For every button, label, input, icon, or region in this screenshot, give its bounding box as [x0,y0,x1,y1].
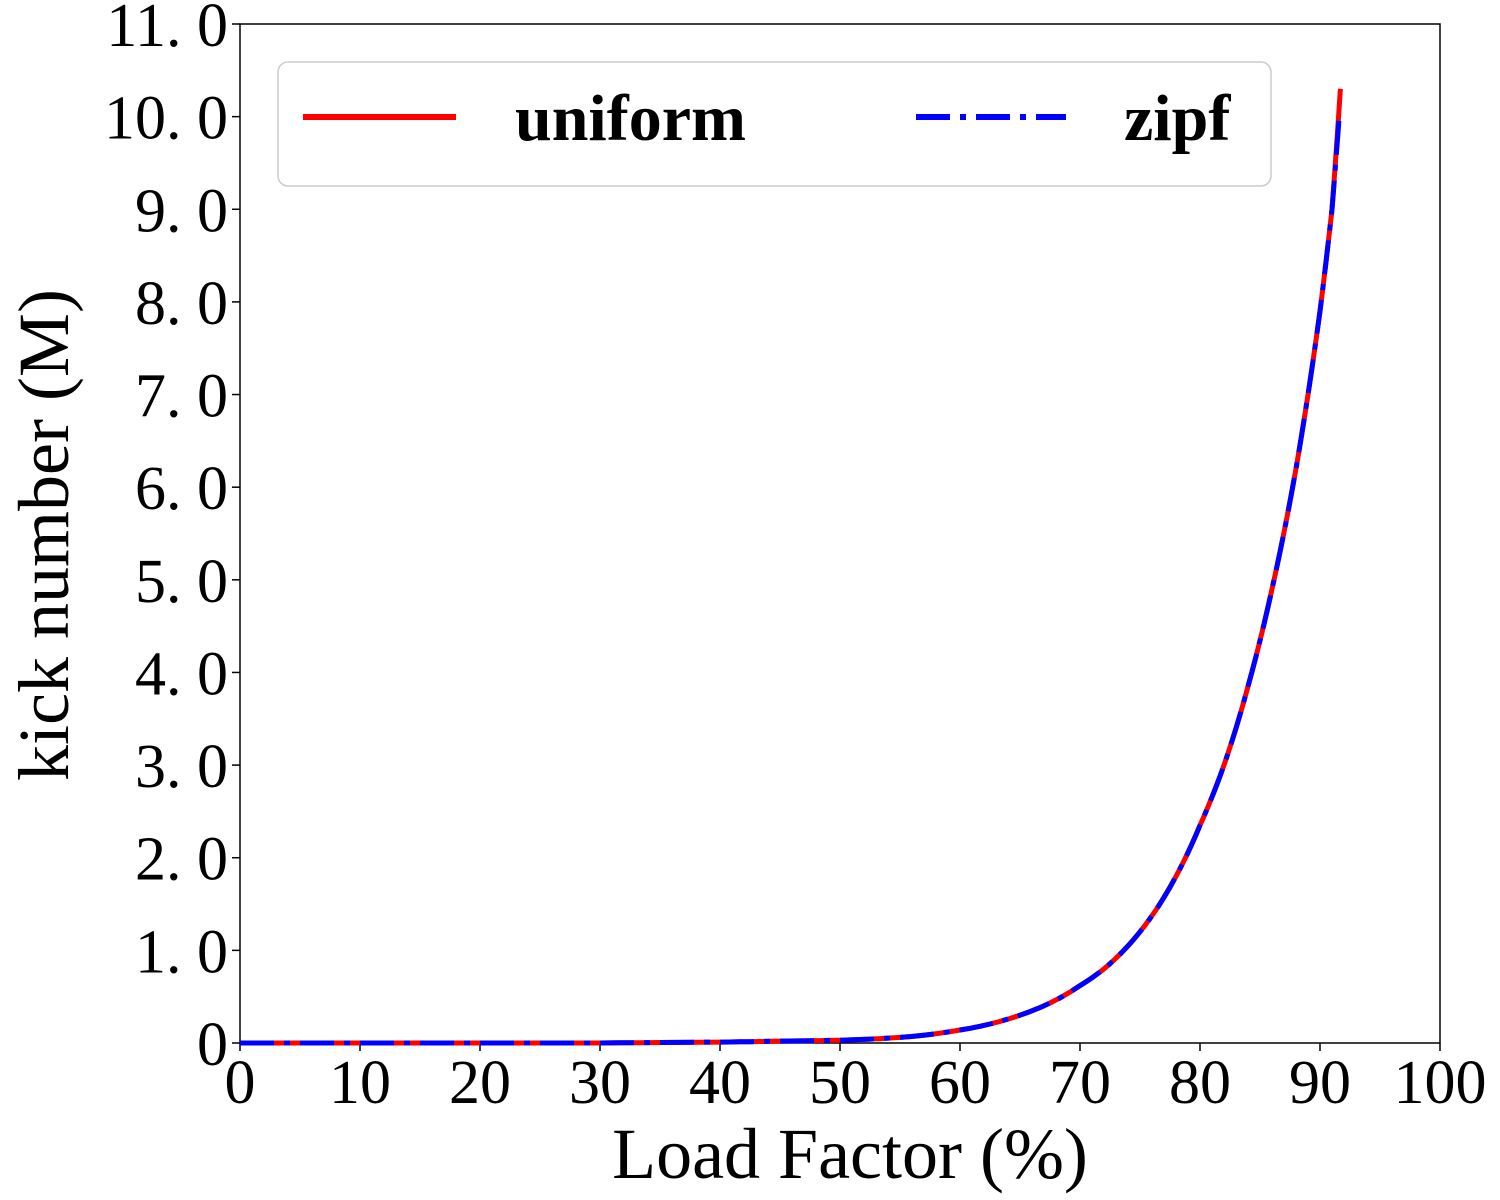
x-tick-label: 100 [1394,1049,1487,1117]
legend-label-uniform: uniform [515,82,746,155]
series-line-zipf [240,116,1342,1046]
y-axis-title: kick number (M) [4,289,84,781]
legend-label-zipf: zipf [1124,82,1231,155]
x-tick-label: 60 [929,1049,991,1117]
x-tick-label: 30 [569,1049,631,1117]
x-axis-ticks: 0 10 20 30 40 50 60 70 80 90 100 [225,1043,1487,1117]
y-tick-label: 0 [197,1011,228,1079]
y-tick-label: 2. 0 [135,826,228,894]
legend-box [277,61,1272,187]
plot-area [239,23,1441,1044]
y-tick-label: 7. 0 [135,363,228,431]
y-tick-label: 11. 0 [106,0,228,60]
x-tick-label: 10 [329,1049,391,1117]
x-tick-label: 50 [809,1049,871,1117]
x-tick-label: 80 [1169,1049,1231,1117]
y-tick-label: 5. 0 [135,548,228,616]
y-tick-label: 6. 0 [135,455,228,523]
x-tick-label: 40 [689,1049,751,1117]
y-tick-label: 10. 0 [104,85,228,153]
y-axis-ticks: 0 1. 0 2. 0 3. 0 4. 0 5. 0 6. 0 7. 0 8. 0 9. 0 10.… [104,0,240,1079]
x-tick-label: 20 [449,1049,511,1117]
y-tick-label: 3. 0 [135,733,228,801]
x-tick-label: 90 [1289,1049,1351,1117]
y-tick-label: 4. 0 [135,640,228,708]
y-tick-label: 9. 0 [135,177,228,245]
x-tick-label: 70 [1049,1049,1111,1117]
y-tick-label: 1. 0 [135,918,228,986]
y-tick-label: 8. 0 [135,270,228,338]
x-axis-title: Load Factor (%) [612,1114,1088,1194]
legend: uniform zipf [277,61,1272,187]
series-layer [240,88,1343,1046]
x-tick-label: 0 [225,1049,256,1117]
